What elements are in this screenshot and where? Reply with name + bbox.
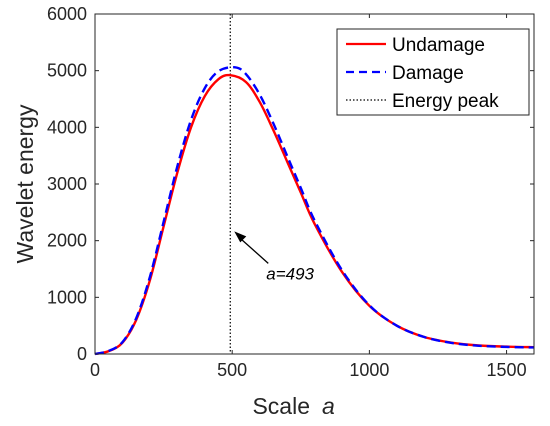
x-tick-label: 500 <box>217 360 247 380</box>
y-tick-label: 6000 <box>47 4 87 24</box>
peak-annotation: a=493 <box>234 231 315 283</box>
legend-label-damage: Damage <box>392 63 464 84</box>
axes-box <box>94 13 535 355</box>
y-tick-label: 3000 <box>47 174 87 194</box>
series-line-damage <box>94 65 535 356</box>
y-tick-label: 4000 <box>47 117 87 137</box>
x-tick-label: 1500 <box>487 360 527 380</box>
legend-label-energy-peak: Energy peak <box>392 91 499 112</box>
y-tick-label: 1000 <box>47 287 87 307</box>
annotation-arrow-shaft <box>239 237 269 264</box>
y-axis-label: Wavelet energy <box>12 104 38 263</box>
x-axis-label: Scale <box>252 393 310 419</box>
y-tick-label: 5000 <box>47 61 87 81</box>
x-axis-label-variable: a <box>322 393 335 419</box>
axis-ticks: 0 500 1000 1500 0 1000 2000 3000 4000 5000 6000 <box>47 4 534 380</box>
x-tick-label: 1000 <box>349 360 389 380</box>
annotation-arrow-head <box>234 231 247 243</box>
x-tick-label: 0 <box>90 360 100 380</box>
y-tick-label: 0 <box>77 344 87 364</box>
legend-label-undamage: Undamage <box>392 35 485 56</box>
plot-area <box>94 14 535 356</box>
annotation-text: a=493 <box>266 264 314 283</box>
legend: Undamage Damage Energy peak <box>336 28 530 116</box>
y-tick-label: 2000 <box>47 231 87 251</box>
